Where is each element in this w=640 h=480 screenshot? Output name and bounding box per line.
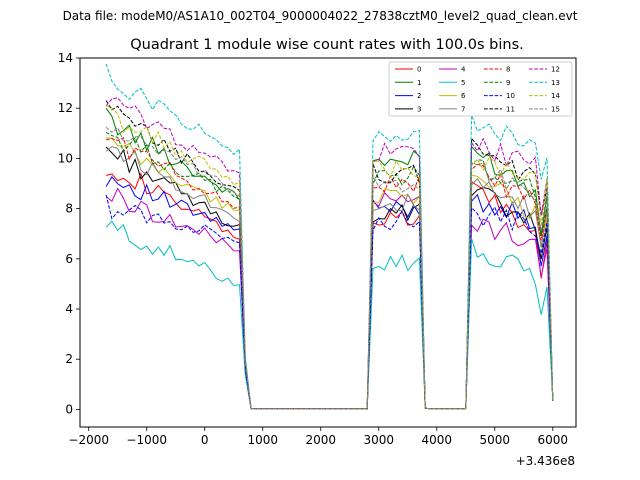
x-tick-label: 1000	[247, 433, 278, 447]
x-tick-label: 2000	[305, 433, 336, 447]
x-axis: −2000 −1000 0 1000 2000 3000 4000 5000 6000	[68, 427, 568, 447]
plot-lines	[105, 63, 554, 410]
x-tick-label: −2000	[68, 433, 109, 447]
y-tick-label: 12	[58, 101, 73, 115]
legend-label-4: 4	[461, 66, 466, 74]
x-tick-label: 6000	[538, 433, 569, 447]
legend-label-10: 10	[506, 92, 515, 100]
y-axis: 0 2 4 6 8 10 12 14	[58, 51, 80, 416]
legend-label-14: 14	[551, 92, 560, 100]
figure-suptitle: Data file: modeM0/AS1A10_002T04_90000040…	[63, 9, 578, 23]
axes-frame	[79, 57, 577, 428]
x-tick-label: 0	[201, 433, 209, 447]
y-tick-label: 6	[65, 252, 73, 266]
series-line-15	[105, 126, 554, 410]
x-tick-label: 4000	[421, 433, 452, 447]
x-tick-label: 3000	[363, 433, 394, 447]
legend-label-1: 1	[417, 79, 421, 87]
x-tick-label: 5000	[480, 433, 511, 447]
legend-label-6: 6	[461, 92, 466, 100]
legend-label-0: 0	[417, 66, 421, 74]
legend-label-5: 5	[461, 79, 465, 87]
y-tick-label: 14	[58, 51, 73, 65]
legend-frame	[388, 61, 573, 117]
legend-label-9: 9	[506, 79, 510, 87]
x-tick-label: −1000	[126, 433, 167, 447]
x-offset-label: +3.436e8	[516, 454, 575, 468]
legend-label-13: 13	[551, 79, 560, 87]
legend-label-7: 7	[461, 105, 465, 113]
legend-label-11: 11	[506, 105, 515, 113]
legend-label-3: 3	[417, 105, 421, 113]
y-tick-label: 8	[65, 202, 73, 216]
legend-label-12: 12	[551, 66, 560, 74]
legend-label-2: 2	[417, 92, 421, 100]
legend-label-15: 15	[551, 105, 560, 113]
y-tick-label: 0	[65, 402, 73, 416]
series-line-10	[105, 194, 554, 410]
y-tick-label: 2	[65, 352, 73, 366]
legend-label-8: 8	[506, 66, 510, 74]
chart-title: Quadrant 1 module wise count rates with …	[130, 37, 524, 53]
y-tick-label: 10	[58, 151, 73, 165]
y-tick-label: 4	[65, 302, 73, 316]
